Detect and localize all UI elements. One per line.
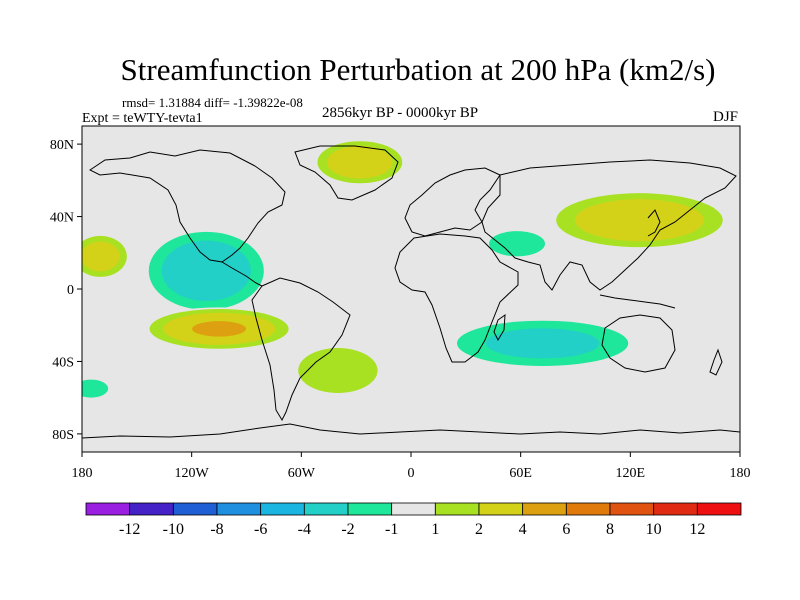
colorbar-box	[434, 502, 480, 516]
coast-asia	[481, 159, 737, 291]
anomaly-contour	[326, 145, 393, 179]
y-tick-label: 40N	[50, 211, 74, 226]
x-tick-label: 60E	[509, 466, 532, 481]
experiment-label: Expt = teWTY-tevta1	[82, 111, 203, 126]
colorbar-box	[172, 502, 218, 516]
colorbar-box	[478, 502, 524, 516]
colorbar-box	[653, 502, 698, 516]
coast-new-zealand	[709, 348, 723, 376]
colorbar: -12 -10 -8 -6 -4 -2 -1 1 2 4 6 8 10 12	[85, 502, 742, 538]
y-tick-label: 80S	[52, 428, 74, 443]
coast-south-america	[251, 277, 351, 422]
y-tick-label: 0	[67, 283, 74, 298]
coastlines	[82, 145, 740, 439]
x-tick-label: 120E	[616, 466, 646, 481]
anomaly-contour	[82, 241, 120, 272]
anomaly-contour	[82, 379, 109, 398]
colorbar-label: 1	[431, 521, 439, 538]
anomaly-contour	[574, 199, 704, 242]
colorbar-label: -8	[210, 521, 223, 538]
anomaly-contour	[298, 348, 378, 393]
colorbar-box	[85, 502, 131, 516]
colorbar-box	[609, 502, 655, 516]
x-tick-label: 180	[730, 466, 751, 481]
coast-africa	[394, 233, 519, 363]
colorbar-label: 8	[606, 521, 614, 538]
anomaly-contour	[489, 231, 545, 257]
colorbar-label: -2	[341, 521, 354, 538]
x-tick-label: 120W	[175, 466, 210, 481]
colorbar-box	[522, 502, 567, 516]
colorbar-label: 10	[646, 521, 662, 538]
coast-antarctica	[82, 423, 740, 439]
coast-japan	[647, 209, 661, 237]
colorbar-label: 12	[689, 521, 705, 538]
x-tick-label: 0	[408, 466, 415, 481]
colorbar-label: -12	[119, 521, 140, 538]
stats-text: rmsd= 1.31884 diff= -1.39822e-08	[122, 95, 303, 110]
colorbar-label: -1	[385, 521, 398, 538]
anomaly-contour	[667, 377, 722, 400]
colorbar-box	[696, 502, 742, 516]
coast-greenland	[294, 145, 399, 201]
chart-title: Streamfunction Perturbation at 200 hPa (…	[120, 52, 716, 87]
colorbar-label: 2	[475, 521, 483, 538]
anomaly-contour	[485, 328, 600, 359]
coast-madagascar	[493, 313, 506, 342]
axis-ticks	[77, 143, 741, 457]
coast-central-america	[221, 261, 263, 287]
colorbar-label: 6	[562, 521, 570, 538]
coast-indonesia	[599, 294, 676, 309]
colorbar-box	[260, 502, 305, 516]
coast-australia	[601, 314, 676, 373]
y-tick-label: 80N	[50, 138, 74, 153]
colorbar-box	[303, 502, 349, 516]
anomaly-field	[82, 139, 740, 401]
season-label: DJF	[713, 109, 739, 125]
coast-europe	[404, 167, 501, 237]
anomaly-contour	[255, 196, 304, 219]
anomaly-contour	[389, 166, 499, 194]
colorbar-label: -10	[163, 521, 184, 538]
period-label: 2856kyr BP - 0000kyr BP	[322, 105, 479, 121]
anomaly-contour	[161, 240, 251, 302]
colorbar-box	[216, 502, 262, 516]
coast-north-america	[89, 149, 286, 263]
anomaly-contour	[701, 336, 740, 369]
anomaly-contour	[400, 359, 422, 371]
x-tick-label: 60W	[288, 466, 316, 481]
colorbar-label: -6	[254, 521, 267, 538]
colorbar-box	[391, 502, 436, 516]
anomaly-contour	[192, 321, 247, 337]
colorbar-box	[129, 502, 174, 516]
y-tick-label: 40S	[52, 355, 74, 370]
x-tick-label: 180	[72, 466, 93, 481]
colorbar-label: -4	[298, 521, 311, 538]
axis-tick-labels: 80N 40N 0 40S 80S 180 120W 60W 0 60E 120E 180	[50, 138, 751, 481]
colorbar-box	[565, 502, 611, 516]
colorbar-label: 4	[519, 521, 527, 538]
colorbar-box	[347, 502, 393, 516]
